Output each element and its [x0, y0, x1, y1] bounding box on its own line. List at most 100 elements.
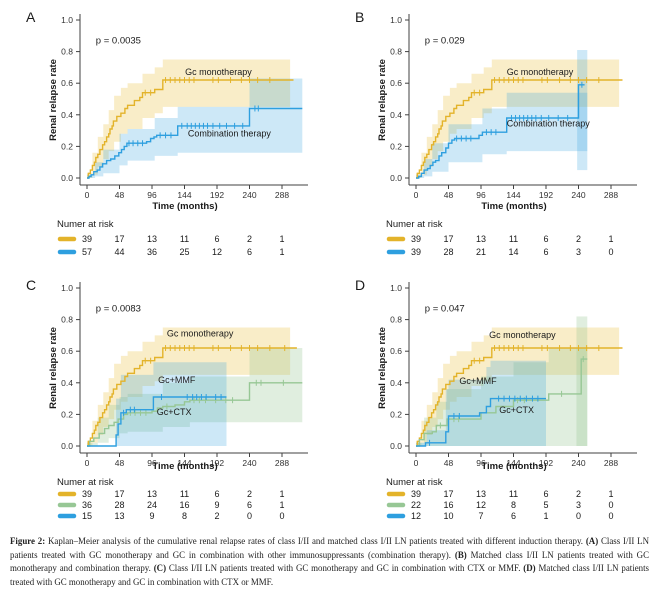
risk-count: 39: [411, 489, 421, 499]
risk-count: 6: [543, 247, 548, 257]
risk-count: 2: [247, 234, 252, 244]
risk-count: 28: [443, 247, 453, 257]
y-tick-label: 0.0: [61, 173, 73, 183]
risk-count: 25: [179, 247, 189, 257]
risk-row-gc-mmf: 36 28 24 16 9 6 1: [57, 500, 285, 510]
panel-letter: A: [26, 9, 36, 25]
censor-ticks-gc-monotherapy: [473, 77, 600, 96]
risk-count: 1: [279, 247, 284, 257]
x-tick-label: 240: [571, 458, 585, 468]
censor-ticks-gc-monotherapy: [473, 345, 600, 364]
y-tick-label: 0.4: [390, 378, 402, 388]
risk-count: 1: [279, 489, 284, 499]
risk-row-gc-ctx: 15 13 9 8 2 0 0: [57, 511, 285, 521]
censor-ticks-gc-ctx: [123, 394, 222, 416]
risk-count: 8: [511, 500, 516, 510]
curve-label-gc-monotherapy: Gc monotherapy: [489, 330, 556, 340]
risk-count: 39: [411, 247, 421, 257]
risk-count: 1: [608, 489, 613, 499]
risk-count: 5: [543, 500, 548, 510]
km-curve-gc-mmf: [87, 382, 303, 447]
risk-count: 11: [509, 489, 518, 499]
panel-b-chart: 0.0 0.2 0.4 0.6 0.8 1.0 0 48 96 144 192 240 288 Time …: [355, 9, 637, 257]
risk-count: 0: [247, 511, 252, 521]
curve-label-combination-therapy: Combination therapy: [507, 119, 591, 129]
risk-count: 17: [114, 489, 124, 499]
caption-segment-9: Matched class I/II LN patients treated w…: [10, 563, 649, 587]
x-tick-label: 144: [506, 190, 520, 200]
x-axis-title: Time (months): [152, 201, 217, 212]
y-tick-label: 0.8: [390, 315, 402, 325]
km-curve-gc-monotherapy: [87, 347, 297, 447]
risk-count: 16: [179, 500, 189, 510]
risk-row-gc-monotherapy: 39 17 13 11 6 2 1: [386, 234, 614, 244]
risk-count: 44: [114, 247, 124, 257]
x-tick-label: 192: [210, 458, 224, 468]
y-tick-label: 0.6: [61, 346, 73, 356]
x-tick-label: 144: [177, 190, 191, 200]
curve-label-gc-ctx: Gc+CTX: [157, 407, 192, 417]
risk-count: 6: [511, 511, 516, 521]
y-tick-label: 0.2: [61, 409, 73, 419]
risk-count: 14: [508, 247, 518, 257]
risk-count: 3: [576, 500, 581, 510]
y-axis-title: Renal relapse rate: [48, 327, 59, 409]
risk-count: 8: [182, 511, 187, 521]
risk-row-gc-ctx: 12 10 7 6 1 0 0: [386, 511, 614, 521]
risk-count: 6: [247, 247, 252, 257]
ci-band-combination-therapy: [87, 78, 303, 178]
risk-count: 17: [443, 234, 453, 244]
risk-row-gc-monotherapy: 39 17 13 11 6 2 1: [57, 489, 285, 499]
risk-count: 0: [608, 247, 613, 257]
x-tick-label: 144: [177, 458, 191, 468]
y-tick-label: 0.4: [390, 110, 402, 120]
y-tick-label: 0.6: [390, 346, 402, 356]
x-axis-title: Time (months): [481, 201, 546, 212]
risk-count: 39: [82, 234, 92, 244]
risk-count: 36: [82, 500, 92, 510]
y-tick-label: 0.2: [390, 141, 402, 151]
km-curve-combination-therapy: [416, 84, 585, 179]
ci-band-gc-monotherapy: [416, 59, 620, 178]
risk-count: 13: [476, 489, 486, 499]
risk-row-gc-monotherapy: 39 17 13 11 6 2 1: [386, 489, 614, 499]
x-tick-label: 96: [476, 190, 486, 200]
risk-count: 3: [576, 247, 581, 257]
panel-letter: C: [26, 277, 36, 293]
risk-count: 17: [114, 234, 124, 244]
km-curve-gc-mmf: [416, 358, 588, 447]
risk-count: 2: [576, 234, 581, 244]
curve-label-gc-mmf: Gc+MMF: [158, 375, 196, 385]
curve-label-gc-monotherapy: Gc monotherapy: [167, 329, 234, 339]
censor-ticks-combination-therapy: [128, 105, 259, 147]
x-tick-label: 96: [147, 190, 157, 200]
curve-label-gc-mmf: Gc+MMF: [459, 376, 497, 386]
risk-count: 1: [543, 511, 548, 521]
y-tick-label: 0.8: [390, 47, 402, 57]
risk-table-header: Numer at risk: [57, 219, 114, 230]
risk-count: 1: [608, 234, 613, 244]
p-value-label: p = 0.029: [425, 36, 465, 47]
risk-count: 0: [608, 500, 613, 510]
censor-ticks-gc-monotherapy: [144, 77, 271, 96]
x-tick-label: 288: [604, 190, 618, 200]
panel-letter: B: [355, 9, 364, 25]
risk-table-header: Numer at risk: [386, 219, 443, 230]
risk-count: 7: [478, 511, 483, 521]
x-tick-label: 192: [539, 190, 553, 200]
risk-count: 0: [576, 511, 581, 521]
y-tick-label: 0.6: [390, 78, 402, 88]
x-tick-label: 240: [242, 190, 256, 200]
panel-letter: D: [355, 277, 365, 293]
y-tick-label: 0.4: [61, 378, 73, 388]
caption-segment-5: Matched class I/II LN patients treated w…: [10, 549, 649, 574]
x-tick-label: 240: [571, 190, 585, 200]
censor-ticks-gc-ctx: [429, 395, 539, 446]
panel-d-chart: 0.0 0.2 0.4 0.6 0.8 1.0 0 48 96 144 192 240 288 Time …: [355, 277, 637, 521]
risk-count: 10: [443, 511, 453, 521]
y-tick-label: 1.0: [390, 15, 402, 25]
caption-segment-2: (A): [585, 536, 599, 546]
x-tick-label: 96: [147, 458, 157, 468]
curve-label-gc-monotherapy: Gc monotherapy: [185, 67, 252, 77]
risk-count: 6: [247, 500, 252, 510]
